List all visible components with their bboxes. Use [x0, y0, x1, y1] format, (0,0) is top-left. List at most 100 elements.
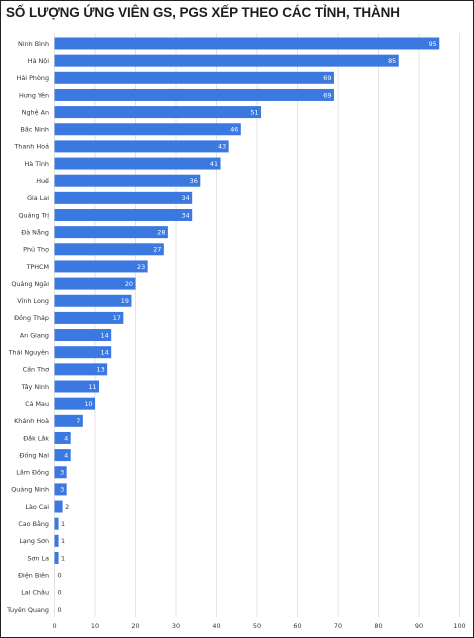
bar	[54, 346, 112, 359]
bar	[54, 449, 71, 462]
data-label: 19	[121, 297, 129, 305]
bar	[54, 260, 148, 273]
category-label: Quảng Trị	[18, 211, 49, 219]
x-tick-label: 60	[293, 622, 301, 630]
category-label: Huế	[36, 177, 49, 185]
x-tick-label: 100	[453, 622, 465, 630]
data-label: 3	[60, 486, 64, 494]
bar	[54, 88, 334, 101]
category-label: Cao Bằng	[18, 519, 49, 528]
category-label: Sơn La	[27, 554, 49, 562]
bar	[54, 483, 67, 496]
category-label: Vĩnh Long	[17, 297, 49, 305]
bar	[54, 534, 59, 547]
category-label: Gia Lai	[27, 194, 49, 202]
category-label: Đà Nẵng	[21, 227, 49, 236]
data-label: 11	[88, 383, 96, 391]
category-label: Nghệ An	[22, 108, 49, 116]
bar	[54, 517, 59, 530]
data-label: 7	[76, 417, 80, 425]
data-label: 2	[65, 503, 69, 511]
bar	[54, 431, 71, 444]
category-label: Phú Thọ	[23, 246, 49, 254]
bar	[54, 277, 136, 290]
category-label: Lâm Đồng	[16, 469, 49, 477]
category-label: Tuyên Quang	[6, 606, 49, 614]
category-label: Tây Ninh	[20, 383, 49, 391]
x-tick-label: 50	[253, 622, 261, 630]
data-label: 1	[61, 537, 65, 545]
bar	[54, 157, 221, 170]
category-label: Khánh Hoà	[14, 417, 49, 425]
data-label: 4	[64, 434, 68, 442]
data-label: 41	[210, 160, 218, 168]
category-label: Điện Biên	[18, 571, 49, 579]
bar	[54, 174, 201, 187]
data-label: 43	[218, 143, 226, 151]
category-label: Lạng Sơn	[19, 537, 49, 545]
category-label: Hải Phòng	[17, 74, 49, 82]
bar	[54, 191, 193, 204]
category-label: Hà Tĩnh	[24, 160, 49, 168]
bar	[54, 106, 262, 119]
x-tick-label: 80	[374, 622, 382, 630]
data-label: 20	[125, 280, 133, 288]
bar	[54, 552, 59, 564]
data-label: 23	[137, 263, 145, 271]
x-tick-label: 90	[415, 622, 423, 630]
category-label: Cần Thơ	[23, 366, 49, 374]
category-label: Cà Mau	[25, 400, 49, 408]
data-label: 34	[182, 211, 190, 219]
bar	[54, 54, 399, 67]
bar	[54, 209, 193, 221]
bar	[54, 37, 440, 50]
data-label: 95	[429, 40, 437, 48]
bar	[54, 71, 334, 84]
bar	[54, 123, 241, 136]
x-tick-label: 40	[212, 622, 220, 630]
category-label: Đắk Lắk	[23, 433, 49, 442]
category-label: Quảng Ngãi	[11, 280, 49, 288]
category-label: Đồng Nai	[20, 451, 50, 459]
category-label: Ninh Bình	[18, 40, 49, 48]
bar	[54, 294, 132, 307]
bar	[54, 243, 164, 256]
data-label: 27	[153, 246, 161, 254]
data-label: 17	[113, 314, 121, 322]
bar	[54, 414, 83, 427]
data-label: 10	[84, 400, 92, 408]
x-axis-ticks: 0 10 20 30 40 50 60 70 80 90 100	[52, 622, 465, 630]
category-label: An Giang	[20, 331, 49, 339]
data-label: 13	[97, 366, 105, 374]
x-tick-label: 10	[91, 622, 99, 630]
data-label: 4	[64, 451, 68, 459]
data-label: 0	[58, 571, 62, 579]
category-label: Đồng Tháp	[14, 314, 49, 322]
bar	[54, 311, 124, 324]
gridlines	[54, 33, 460, 617]
x-tick-label: 70	[334, 622, 342, 630]
data-label: 51	[250, 108, 258, 116]
bar	[54, 363, 108, 376]
data-label: 1	[61, 520, 65, 528]
bar	[54, 380, 100, 393]
data-label: 34	[182, 194, 190, 202]
bars: 9585696951464341363434282723201917141413…	[54, 37, 440, 614]
bar	[54, 500, 63, 513]
category-label: Lào Cai	[25, 503, 49, 511]
category-label: TPHCM	[25, 263, 49, 271]
x-tick-label: 20	[131, 622, 139, 630]
bar	[54, 329, 112, 342]
bar	[54, 397, 95, 410]
data-label: 85	[388, 57, 396, 65]
category-label: Lai Châu	[21, 589, 49, 597]
data-label: 1	[61, 554, 65, 562]
data-label: 28	[157, 228, 165, 236]
bar	[54, 140, 229, 153]
category-labels: Ninh Bình Hà Nội Hải Phòng Hưng Yên Nghệ An B…	[6, 40, 49, 614]
category-label: Bắc Ninh	[20, 125, 49, 134]
bar	[54, 226, 168, 239]
category-label: Hà Nội	[28, 57, 49, 65]
data-label: 0	[58, 589, 62, 597]
